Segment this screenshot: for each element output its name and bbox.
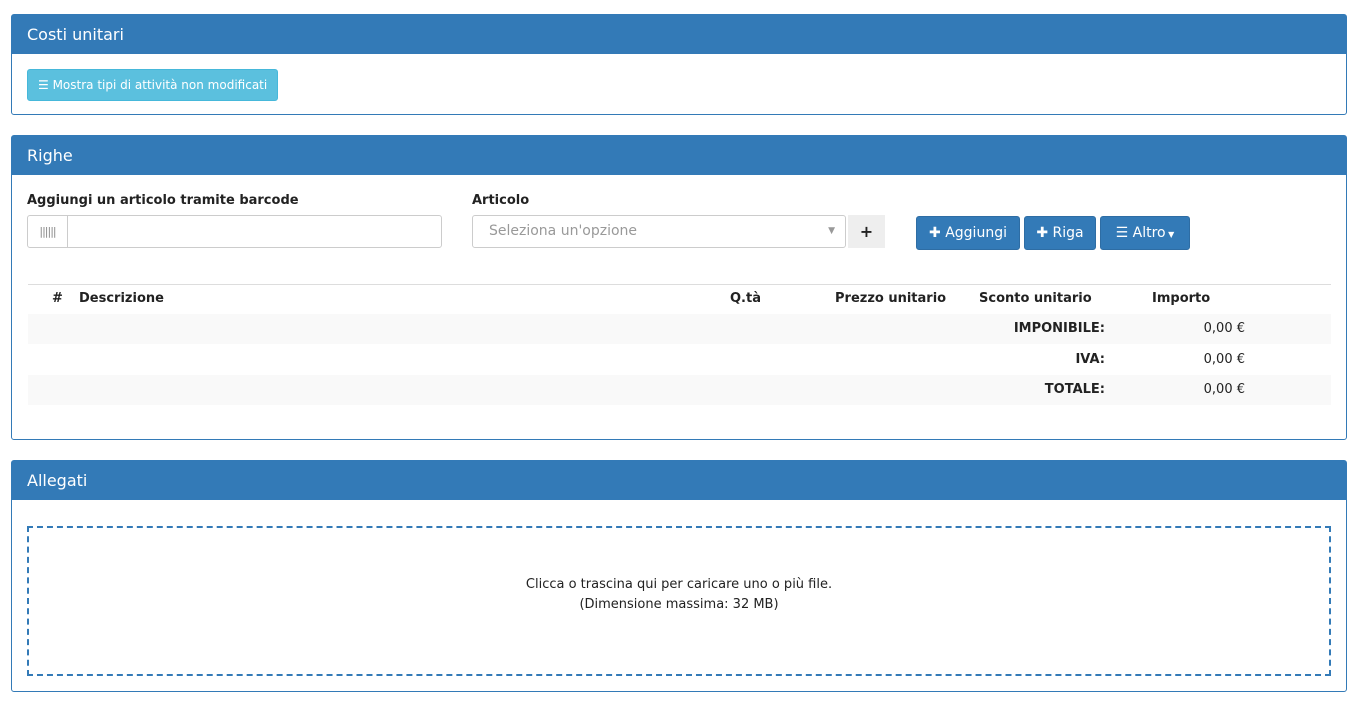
panel-title: Righe (12, 136, 1346, 175)
total-value: 0,00 € (1203, 352, 1245, 367)
total-row: TOTALE: 0,00 € (28, 375, 1331, 405)
riga-button[interactable]: ✚ Riga (1024, 216, 1096, 250)
column-header: Q.tà (730, 291, 761, 306)
altro-dropdown-button[interactable]: ☰ Altro ▼ (1100, 216, 1190, 250)
show-unmodified-button[interactable]: ☰ Mostra tipi di attività non modificati (27, 69, 279, 101)
barcode-icon: |||||| (28, 216, 68, 247)
caret-down-icon: ▼ (1165, 230, 1175, 239)
total-value: 0,00 € (1203, 382, 1245, 397)
plus-icon: ✚ (929, 225, 946, 241)
column-header: Sconto unitario (979, 291, 1092, 306)
column-header: Prezzo unitario (835, 291, 947, 306)
column-header: # (52, 291, 63, 306)
costi-unitari-panel: Costi unitari ☰ Mostra tipi di attività … (11, 14, 1347, 115)
add-articolo-button[interactable]: + (848, 215, 885, 248)
total-row: IVA: 0,00 € (28, 345, 1331, 375)
panel-title: Allegati (12, 461, 1346, 500)
total-label: TOTALE: (1044, 382, 1105, 397)
barcode-input[interactable] (68, 216, 441, 247)
caret-down-icon: ▼ (828, 226, 835, 236)
aggiungi-button[interactable]: ✚ Aggiungi (916, 216, 1020, 250)
articolo-label: Articolo (472, 193, 530, 208)
file-dropzone[interactable]: Clicca o trascina qui per caricare uno o… (27, 526, 1331, 676)
articolo-select[interactable]: Seleziona un'opzione ▼ (472, 215, 846, 248)
panel-title: Costi unitari (12, 15, 1346, 54)
total-label: IMPONIBILE: (1013, 321, 1105, 336)
total-label: IVA: (1075, 352, 1105, 367)
allegati-panel: Allegati Clicca o trascina qui per caric… (11, 460, 1347, 692)
list-icon: ☰ (38, 78, 53, 92)
column-header: Descrizione (79, 291, 164, 306)
total-value: 0,00 € (1203, 321, 1245, 336)
righe-panel: Righe Aggiungi un articolo tramite barco… (11, 135, 1347, 440)
barcode-label: Aggiungi un articolo tramite barcode (27, 193, 299, 208)
righe-table: # Descrizione Q.tà Prezzo unitario Scont… (28, 284, 1331, 405)
dropzone-text: Clicca o trascina qui per caricare uno o… (525, 577, 833, 592)
total-row: IMPONIBILE: 0,00 € (28, 314, 1331, 344)
barcode-field[interactable]: |||||| (27, 215, 442, 248)
plus-icon: ✚ (1036, 225, 1053, 241)
column-header: Importo (1152, 291, 1211, 306)
dropzone-max-size: (Dimensione massima: 32 MB) (579, 597, 779, 612)
list-icon: ☰ (1115, 225, 1133, 241)
